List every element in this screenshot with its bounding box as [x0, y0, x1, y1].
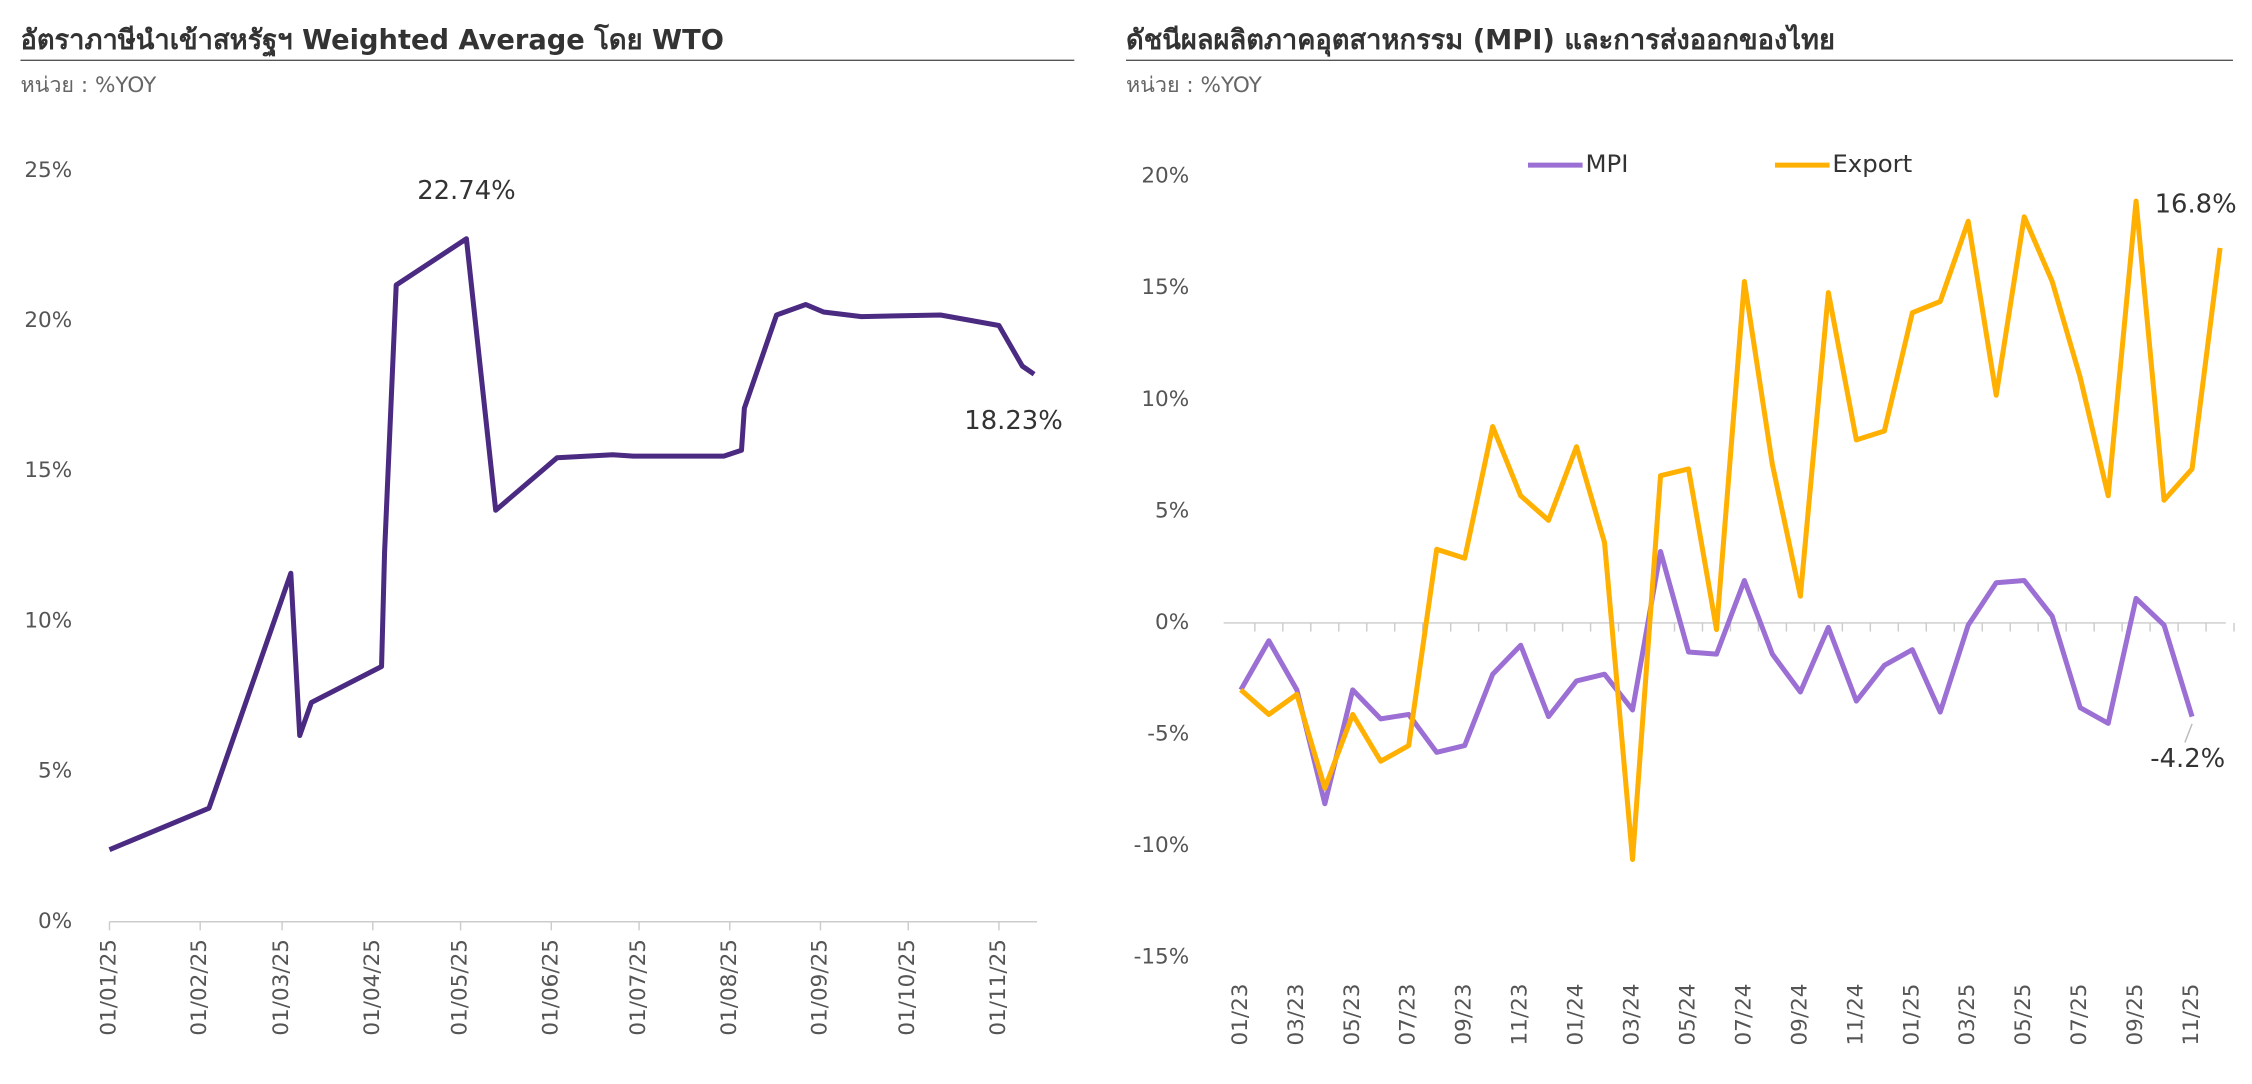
y-tick-label: -10%: [1134, 833, 1190, 858]
subtitle: หน่วย : %YOY: [20, 73, 157, 98]
y-tick-label: 5%: [1155, 498, 1189, 523]
y-tick-label: 0%: [38, 909, 72, 934]
y-tick-label: -5%: [1147, 721, 1189, 746]
leader: [2184, 723, 2193, 743]
data-line: [108, 236, 1036, 853]
value-label: 16.8%: [2155, 189, 2237, 219]
x-tick-label: 07/23: [1396, 983, 1421, 1045]
y-tick-label: 15%: [1141, 275, 1189, 300]
x-tick-label: 01/05/25: [448, 939, 473, 1036]
subtitle: หน่วย : %YOY: [1126, 73, 1263, 98]
x-tick-label: 11/25: [2179, 983, 2204, 1045]
data-line: [1239, 198, 2223, 862]
y-tick-label: 0%: [1155, 610, 1189, 635]
x-tick-label: 01/23: [1228, 983, 1253, 1045]
x-tick-label: 07/24: [1731, 983, 1756, 1045]
x-tick-label: 11/24: [1843, 983, 1868, 1045]
y-tick-label: 25%: [24, 158, 72, 183]
x-tick-label: 03/23: [1284, 983, 1309, 1045]
x-tick-label: 01/06/25: [538, 939, 563, 1036]
y-tick-label: 5%: [38, 759, 72, 784]
y-tick-label: 10%: [24, 608, 72, 633]
x-tick-label: 01/03/25: [269, 939, 294, 1036]
x-tick-label: 01/07/25: [626, 939, 651, 1036]
legend-label: Export: [1832, 149, 1912, 178]
chart-title: ดัชนีผลผลิตภาคอุตสาหกรรม (MPI) และการส่ง…: [1126, 23, 1835, 57]
x-tick-label: 01/08/25: [717, 939, 742, 1036]
x-tick-label: 09/25: [2123, 983, 2148, 1045]
y-tick-label: 10%: [1141, 387, 1189, 412]
x-tick-label: 01/01/25: [96, 939, 121, 1036]
x-tick-label: 01/09/25: [807, 939, 832, 1036]
value-label: 18.23%: [964, 406, 1062, 436]
x-tick-label: 01/24: [1564, 983, 1589, 1045]
y-tick-label: 20%: [24, 308, 72, 333]
y-tick-label: -15%: [1134, 945, 1190, 970]
x-tick-label: 09/24: [1787, 983, 1812, 1045]
value-label: 22.74%: [417, 176, 515, 206]
x-tick-label: 03/24: [1620, 983, 1645, 1045]
x-tick-label: 05/23: [1340, 983, 1365, 1045]
x-tick-label: 01/10/25: [895, 939, 920, 1036]
x-tick-label: 07/25: [2067, 983, 2092, 1045]
x-tick-label: 05/25: [2011, 983, 2036, 1045]
chart-title: อัตราภาษีนำเข้าสหรัฐฯ Weighted Average โ…: [20, 23, 723, 58]
x-tick-label: 01/11/25: [986, 939, 1011, 1036]
x-tick-label: 09/23: [1452, 983, 1477, 1045]
legend-label: MPI: [1585, 149, 1628, 178]
x-tick-label: 05/24: [1675, 983, 1700, 1045]
x-tick-label: 03/25: [1955, 983, 1980, 1045]
value-label: -4.2%: [2150, 744, 2225, 774]
x-tick-label: 01/02/25: [187, 939, 212, 1036]
y-tick-label: 15%: [24, 458, 72, 483]
x-tick-label: 01/04/25: [360, 939, 385, 1036]
x-tick-label: 11/23: [1508, 983, 1533, 1045]
x-tick-label: 01/25: [1899, 983, 1924, 1045]
y-tick-label: 20%: [1141, 164, 1189, 189]
data-line: [1238, 548, 2195, 807]
